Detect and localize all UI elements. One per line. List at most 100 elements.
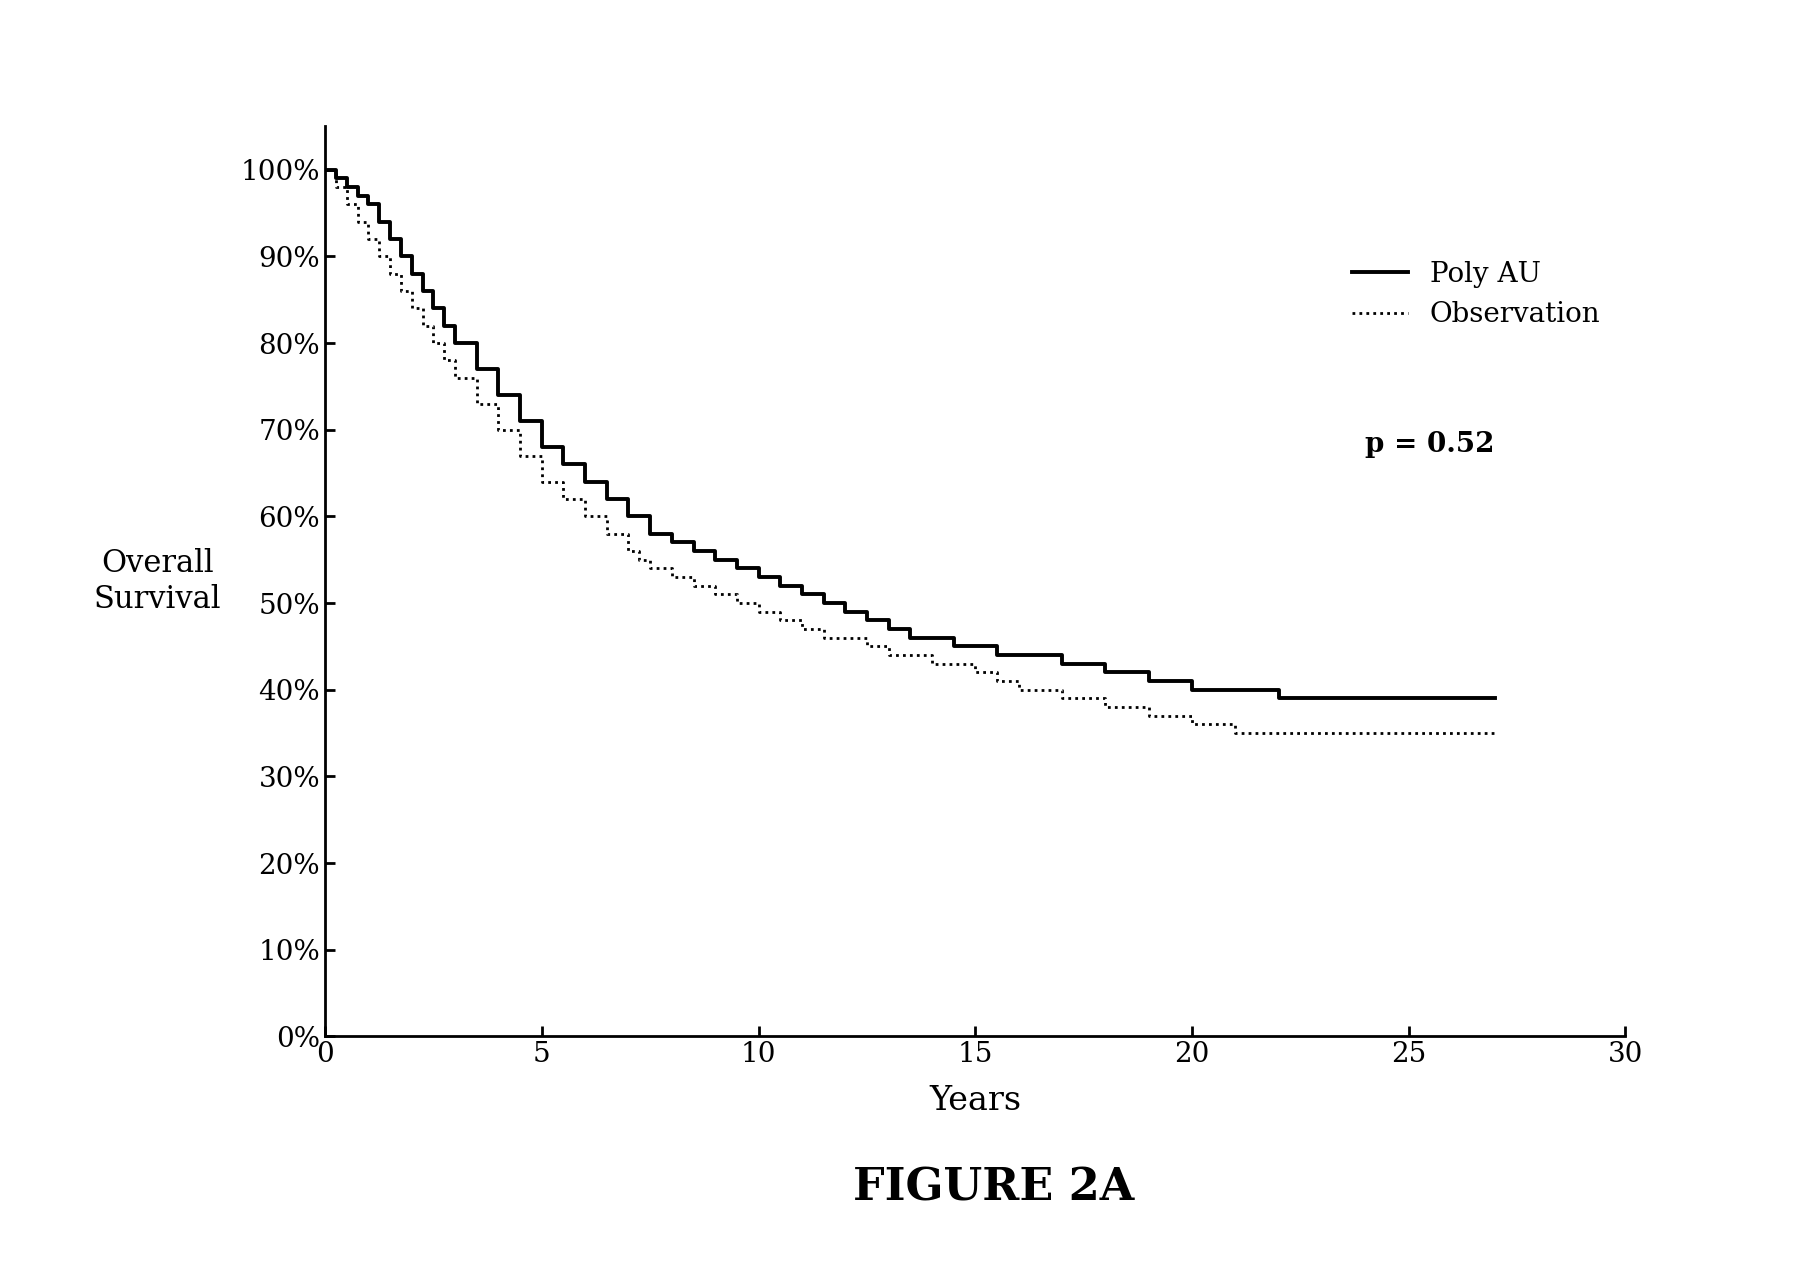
- Poly AU: [444, 335, 466, 350]
- Poly AU: [433, 319, 455, 334]
- Poly AU: [639, 526, 661, 541]
- Poly AU: [509, 413, 531, 428]
- Poly AU: [574, 474, 596, 489]
- Observation: [1051, 691, 1072, 707]
- Poly AU: [336, 179, 357, 195]
- Observation: [726, 595, 747, 611]
- Observation: [877, 647, 899, 662]
- Observation: [661, 570, 682, 585]
- Observation: [531, 474, 552, 489]
- Poly AU: [487, 388, 509, 403]
- Observation: [682, 578, 704, 593]
- Observation: [1224, 726, 1245, 741]
- Poly AU: [401, 267, 422, 282]
- Observation: [379, 267, 401, 282]
- Poly AU: [747, 570, 769, 585]
- Poly AU: [899, 631, 921, 646]
- Poly AU: [769, 578, 791, 593]
- Poly AU: [531, 440, 552, 455]
- Observation: [444, 370, 466, 386]
- Poly AU: [812, 595, 834, 611]
- Observation: [314, 162, 336, 177]
- Observation: [552, 492, 574, 507]
- Observation: [899, 647, 921, 662]
- Poly AU: [412, 283, 433, 298]
- Observation: [487, 422, 509, 437]
- Poly AU: [466, 362, 487, 377]
- Line: Observation: Observation: [325, 169, 1495, 733]
- Poly AU: [552, 456, 574, 471]
- Observation: [1267, 726, 1289, 741]
- Observation: [617, 544, 639, 559]
- Observation: [986, 674, 1007, 689]
- Observation: [639, 561, 661, 576]
- Poly AU: [964, 638, 986, 653]
- Poly AU: [379, 231, 401, 246]
- Poly AU: [390, 249, 412, 264]
- Text: p = 0.52: p = 0.52: [1365, 431, 1495, 459]
- Observation: [368, 249, 390, 264]
- Line: Poly AU: Poly AU: [325, 169, 1495, 699]
- Observation: [921, 656, 942, 671]
- Poly AU: [661, 535, 682, 550]
- Poly AU: [368, 214, 390, 229]
- Observation: [791, 622, 812, 637]
- Observation: [401, 301, 422, 316]
- Poly AU: [704, 552, 726, 568]
- Observation: [1094, 699, 1115, 714]
- Observation: [747, 604, 769, 619]
- Poly AU: [682, 544, 704, 559]
- Poly AU: [791, 586, 812, 602]
- Observation: [812, 631, 834, 646]
- Observation: [509, 449, 531, 464]
- Observation: [1007, 683, 1029, 698]
- Observation: [704, 586, 726, 602]
- Poly AU: [422, 301, 444, 316]
- Observation: [325, 179, 347, 195]
- Observation: [390, 283, 412, 298]
- Poly AU: [1137, 674, 1159, 689]
- Observation: [433, 353, 455, 368]
- Observation: [1180, 717, 1202, 732]
- Poly AU: [726, 561, 747, 576]
- Poly AU: [856, 613, 877, 628]
- Observation: [834, 631, 856, 646]
- Poly AU: [986, 647, 1007, 662]
- Poly AU: [325, 171, 347, 186]
- Observation: [1137, 708, 1159, 723]
- Observation: [357, 231, 379, 246]
- Poly AU: [877, 622, 899, 637]
- Poly AU: [1267, 691, 1289, 707]
- Poly AU: [921, 631, 942, 646]
- Observation: [596, 526, 617, 541]
- Observation: [574, 509, 596, 525]
- Poly AU: [1051, 656, 1072, 671]
- Observation: [964, 665, 986, 680]
- Poly AU: [347, 188, 368, 204]
- Poly AU: [1484, 691, 1505, 707]
- Text: FIGURE 2A: FIGURE 2A: [852, 1167, 1134, 1210]
- Poly AU: [314, 162, 336, 177]
- Poly AU: [357, 197, 379, 212]
- Poly AU: [1007, 647, 1029, 662]
- Poly AU: [942, 638, 964, 653]
- Poly AU: [596, 492, 617, 507]
- Poly AU: [1180, 683, 1202, 698]
- Poly AU: [834, 604, 856, 619]
- Poly AU: [1224, 683, 1245, 698]
- Legend: Poly AU, Observation: Poly AU, Observation: [1339, 249, 1610, 340]
- Observation: [336, 197, 357, 212]
- Observation: [347, 214, 368, 229]
- Poly AU: [1094, 665, 1115, 680]
- Poly AU: [617, 509, 639, 525]
- Observation: [412, 319, 433, 334]
- Observation: [1484, 726, 1505, 741]
- Observation: [628, 552, 650, 568]
- X-axis label: Years: Years: [928, 1085, 1022, 1117]
- Poly AU: [1310, 691, 1332, 707]
- Observation: [769, 613, 791, 628]
- Observation: [422, 335, 444, 350]
- Observation: [942, 656, 964, 671]
- Y-axis label: Overall
Survival: Overall Survival: [94, 549, 220, 614]
- Observation: [466, 396, 487, 411]
